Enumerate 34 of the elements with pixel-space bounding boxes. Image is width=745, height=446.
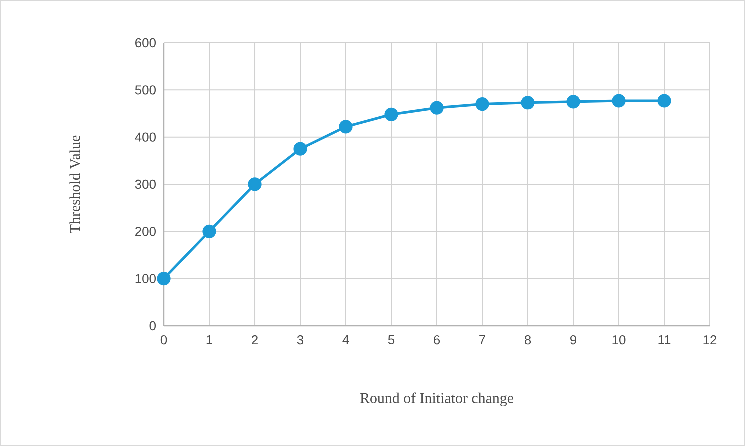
y-tick-label: 600 — [136, 38, 156, 48]
x-tick-label: 7 — [480, 336, 486, 344]
point — [430, 101, 444, 115]
y-tick-label: 200 — [136, 227, 156, 236]
y-tick-label: 300 — [135, 180, 156, 190]
y-axis-title: Threshold Value — [70, 136, 80, 234]
point — [566, 95, 580, 109]
x-tick-label: 8 — [524, 336, 532, 345]
point — [248, 178, 262, 192]
point — [157, 272, 171, 286]
point — [384, 108, 398, 122]
x-tick-label: 2 — [252, 336, 258, 345]
point — [476, 98, 490, 112]
y-tick-label: 100 — [136, 274, 156, 284]
point — [521, 96, 535, 110]
x-tick-label: 6 — [434, 336, 440, 345]
point — [294, 142, 308, 156]
y-tick-label: 400 — [135, 132, 156, 142]
x-tick-label: 5 — [388, 336, 395, 345]
x-tick-label: 0 — [160, 336, 168, 345]
x-tick-label: 10 — [612, 336, 626, 345]
x-tick-label: 9 — [570, 336, 576, 345]
x-tick-label: 1 — [206, 336, 212, 344]
x-tick-label: 11 — [658, 336, 671, 344]
x-axis-title: Round of Initiator change — [360, 392, 514, 406]
x-tick-label: 4 — [342, 336, 350, 344]
point — [339, 120, 353, 134]
x-tick-label: 3 — [297, 336, 304, 345]
y-tick-label: 500 — [135, 86, 156, 95]
point — [612, 94, 626, 108]
x-tick-label: 12 — [704, 336, 717, 345]
point — [658, 94, 672, 108]
point — [202, 224, 216, 238]
y-tick-label: 0 — [150, 321, 156, 331]
